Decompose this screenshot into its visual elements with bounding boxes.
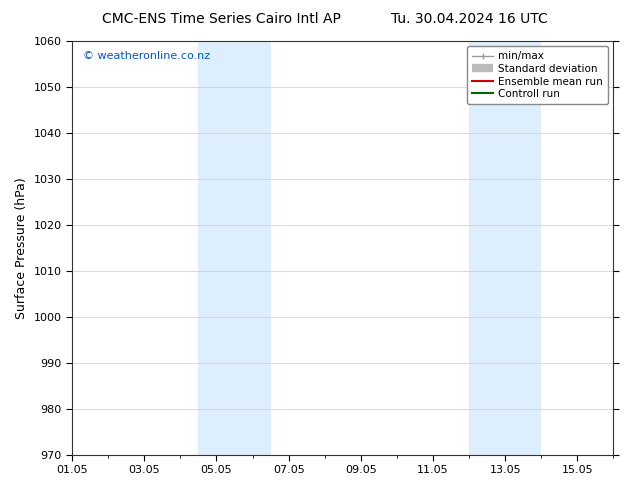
Bar bbox=[469, 41, 541, 455]
Text: © weatheronline.co.nz: © weatheronline.co.nz bbox=[83, 51, 210, 61]
Text: Tu. 30.04.2024 16 UTC: Tu. 30.04.2024 16 UTC bbox=[391, 12, 548, 26]
Y-axis label: Surface Pressure (hPa): Surface Pressure (hPa) bbox=[15, 177, 28, 318]
Text: CMC-ENS Time Series Cairo Intl AP: CMC-ENS Time Series Cairo Intl AP bbox=[103, 12, 341, 26]
Bar bbox=[198, 41, 271, 455]
Legend: min/max, Standard deviation, Ensemble mean run, Controll run: min/max, Standard deviation, Ensemble me… bbox=[467, 46, 608, 104]
